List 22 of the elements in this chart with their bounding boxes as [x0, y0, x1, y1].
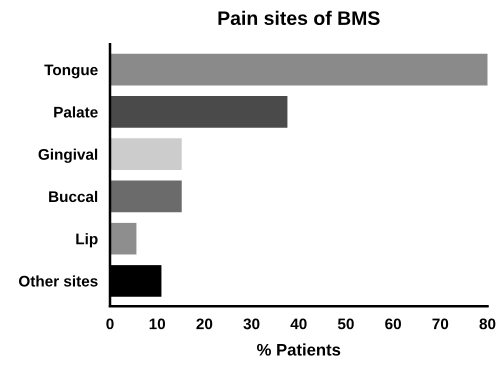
bar [110, 54, 488, 86]
x-tick-label: 30 [243, 318, 260, 330]
y-tick-label: Other sites [19, 275, 98, 287]
y-tick-label: Gingival [38, 148, 98, 163]
bar [110, 138, 182, 170]
x-tick-label: 0 [106, 318, 114, 330]
bar [110, 96, 288, 128]
x-tick-label: 20 [196, 318, 212, 330]
x-axis-title: % Patients [257, 343, 340, 356]
x-tick-label: 10 [150, 318, 166, 330]
bar [110, 222, 136, 255]
y-tick-label: Buccal [49, 190, 98, 202]
y-tick-label: Tongue [44, 64, 98, 78]
chart-title: Pain sites of BMS [218, 10, 380, 26]
x-tick-label: 80 [479, 318, 496, 330]
bar [110, 180, 182, 212]
x-tick-label: 70 [432, 318, 448, 330]
x-tick-label: 40 [290, 318, 307, 330]
y-tick-label: Palate [54, 106, 98, 118]
x-tick-label: 60 [385, 318, 401, 330]
y-tick-label: Lip [76, 233, 98, 248]
x-tick-label: 50 [338, 318, 354, 330]
